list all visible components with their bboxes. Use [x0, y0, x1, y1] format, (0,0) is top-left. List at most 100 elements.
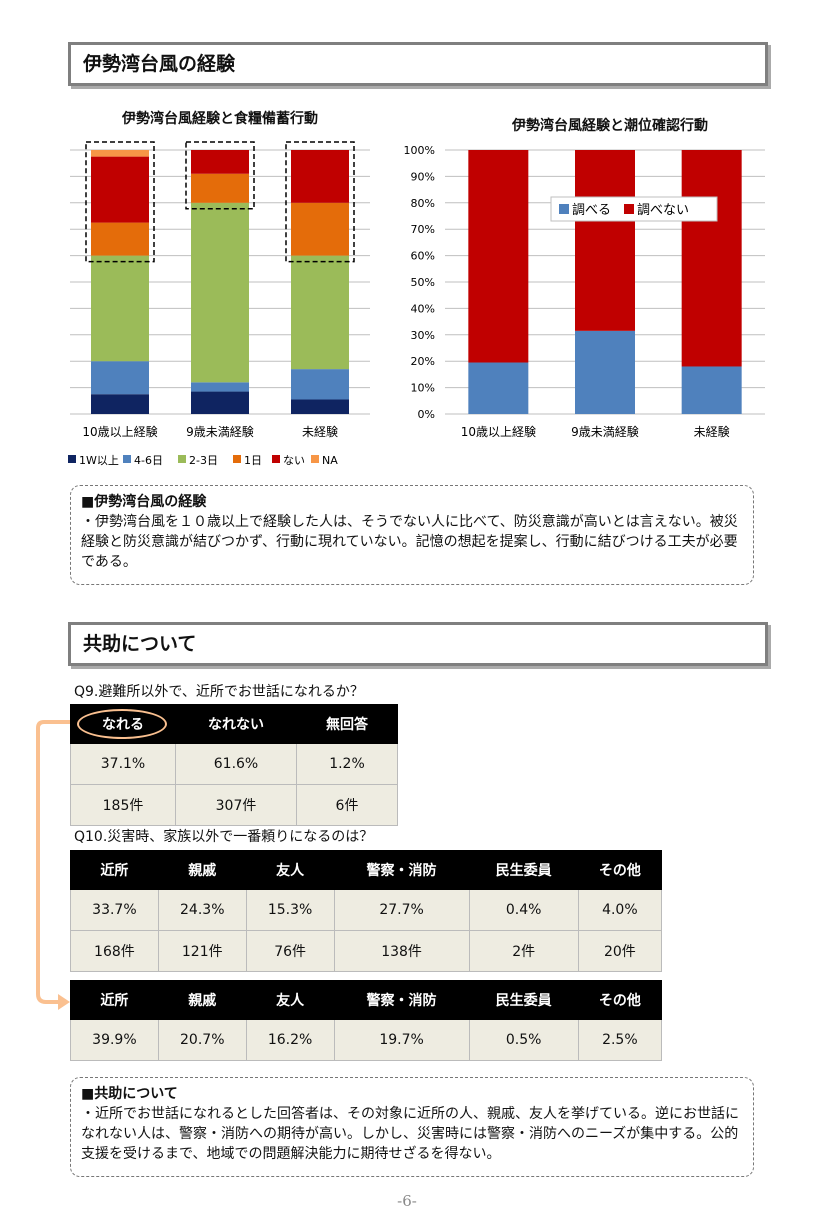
q9-header: 無回答 [296, 704, 398, 744]
category-label: 9歳未満経験 [186, 424, 254, 439]
q9-table: なれる なれない 無回答 37.1% 61.6% 1.2% 185件 307件 … [70, 704, 398, 826]
section-title-kyojo: 共助について [68, 622, 768, 666]
legend-swatch [123, 455, 131, 463]
q9-cell: 61.6% [175, 743, 297, 785]
q10b-header: 民生委員 [468, 980, 579, 1020]
q10b-header: 親戚 [157, 980, 247, 1020]
category-label: 9歳未満経験 [571, 424, 639, 439]
q10-cell: 27.7% [333, 889, 470, 931]
q9-cell: 1.2% [296, 743, 398, 785]
chart-food-storage: 10歳以上経験 9歳未満経験 未経験 1W以上 4-6日 2-3日 1日 ない NA [68, 141, 370, 467]
table-row: 168件 121件 76件 138件 2件 20件 [70, 930, 663, 972]
q9-cell: 185件 [70, 784, 176, 826]
legend-swatch [559, 204, 569, 214]
bar-segment [91, 222, 149, 256]
note-isewan-title: ■伊勢湾台風の経験 [81, 494, 207, 510]
section-title-text: 共助について [83, 633, 197, 655]
bar-segment [291, 369, 349, 400]
bar-segment [468, 362, 529, 414]
bar-segment [91, 156, 149, 223]
bar-segment [91, 255, 149, 362]
q9-header: なれない [175, 704, 297, 744]
q10b-cell: 16.2% [245, 1019, 335, 1061]
note-isewan: ■伊勢湾台風の経験 ・伊勢湾台風を１０歳以上で経験した人は、そうでない人に比べて… [70, 485, 754, 585]
y-tick-label: 80% [411, 197, 435, 210]
table-row: 39.9% 20.7% 16.2% 19.7% 0.5% 2.5% [70, 1019, 663, 1061]
note-isewan-body: ・伊勢湾台風を１０歳以上で経験した人は、そうでない人に比べて、防災意識が高いとは… [81, 514, 738, 570]
bar-segment [91, 150, 149, 157]
table-row: 33.7% 24.3% 15.3% 27.7% 0.4% 4.0% [70, 889, 663, 931]
y-tick-label: 30% [411, 329, 435, 342]
y-tick-label: 20% [411, 355, 435, 368]
highlight-circle [77, 709, 167, 739]
q10-cell: 2件 [468, 930, 579, 972]
y-tick-label: 10% [411, 382, 435, 395]
highlight-box [85, 141, 155, 263]
category-label: 未経験 [694, 424, 730, 439]
bar-segment [191, 382, 249, 392]
bar-segment [291, 150, 349, 203]
highlight-box [285, 141, 355, 263]
q10-question: Q10.災害時、家族以外で一番頼りになるのは？ [74, 829, 374, 845]
legend-label: 調べる [572, 203, 611, 218]
y-tick-label: 40% [411, 302, 435, 315]
y-tick-label: 100% [404, 144, 435, 157]
legend-swatch [311, 455, 319, 463]
q10-cell: 138件 [333, 930, 470, 972]
bar-segment [191, 173, 249, 203]
table-row: 185件 307件 6件 [70, 784, 398, 826]
page-number: -6- [397, 1192, 417, 1210]
bar-segment [91, 394, 149, 414]
section-title-isewan: 伊勢湾台風の経験 [68, 42, 768, 86]
bar-segment [191, 391, 249, 414]
q10-cell: 168件 [70, 930, 159, 972]
q10-subset-table: 近所 親戚 友人 警察・消防 民生委員 その他 39.9% 20.7% 16.2… [70, 980, 663, 1061]
legend-swatch [178, 455, 186, 463]
y-tick-label: 60% [411, 250, 435, 263]
q10-header: 民生委員 [468, 850, 579, 890]
q10-header: 親戚 [157, 850, 247, 890]
bar-segment [291, 399, 349, 414]
bar-segment [291, 202, 349, 256]
bar-segment [575, 330, 635, 414]
legend-label: 4-6日 [134, 454, 163, 467]
q10-cell: 15.3% [245, 889, 335, 931]
q9-header-nareru: なれる [70, 704, 176, 744]
y-tick-label: 0% [418, 408, 435, 421]
y-tick-label: 50% [411, 276, 435, 289]
q9-question: Q9.避難所以外で、近所でお世話になれるか？ [74, 684, 364, 700]
chart-tide-check: 0% 10% 20% 30% 40% 50% 60% 70% 80% 90% 100% 10歳以上経験… [404, 144, 765, 439]
q10-header: 近所 [70, 850, 159, 890]
chart2-title: 伊勢湾台風経験と潮位確認行動 [512, 118, 708, 134]
section-title-text: 伊勢湾台風の経験 [83, 53, 236, 75]
highlight-box [185, 141, 255, 210]
q10b-cell: 39.9% [70, 1019, 159, 1061]
q10b-cell: 2.5% [577, 1019, 663, 1061]
category-label: 10歳以上経験 [461, 424, 536, 439]
table-row: 37.1% 61.6% 1.2% [70, 743, 398, 785]
q10b-header: 警察・消防 [333, 980, 470, 1020]
y-tick-label: 90% [411, 170, 435, 183]
q10b-header: その他 [577, 980, 663, 1020]
legend-swatch [68, 455, 76, 463]
q10-cell: 20件 [577, 930, 663, 972]
bar-segment [468, 150, 529, 363]
q10b-cell: 20.7% [157, 1019, 247, 1061]
q10-cell: 4.0% [577, 889, 663, 931]
note-kyojo-body: ・近所でお世話になれるとした回答者は、その対象に近所の人、親戚、友人を挙げている… [81, 1106, 739, 1162]
q9-cell: 37.1% [70, 743, 176, 785]
q10-header: その他 [577, 850, 663, 890]
legend-swatch [233, 455, 241, 463]
q10-cell: 24.3% [157, 889, 247, 931]
chart1-title: 伊勢湾台風経験と食糧備蓄行動 [122, 111, 318, 127]
legend-label: 1日 [244, 454, 262, 467]
connector-arrow [36, 720, 70, 1010]
bar-segment [91, 361, 149, 395]
bar-segment [291, 255, 349, 370]
legend-label: ない [283, 454, 305, 467]
legend-label: 2-3日 [189, 454, 218, 467]
bar-segment [575, 150, 635, 331]
q10-header: 友人 [245, 850, 335, 890]
bar-segment [681, 150, 742, 367]
q10b-header: 友人 [245, 980, 335, 1020]
